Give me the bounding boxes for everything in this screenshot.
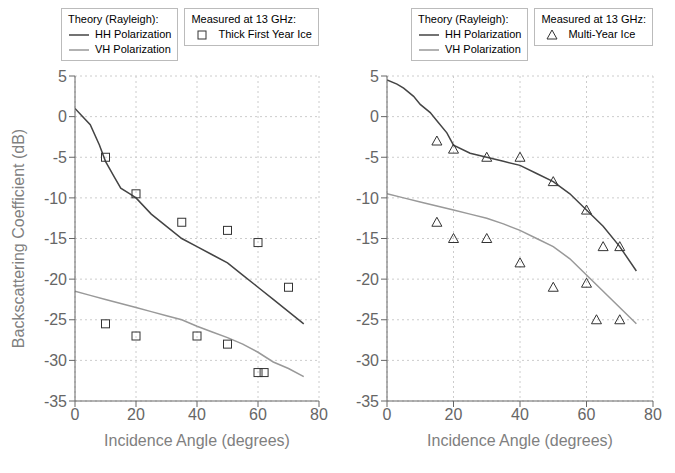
svg-text:-20: -20 [44,271,67,288]
html-text:Thick First Year Ice: Thick First Year Ice [218,28,312,40]
svg-text:-30: -30 [44,352,67,369]
svg-text:20: 20 [127,406,145,423]
html-text:HH Polarization: HH Polarization [445,28,522,40]
html-text:Theory (Rayleigh):: Theory (Rayleigh): [418,13,509,25]
svg-text:-15: -15 [356,230,379,247]
svg-text:80: 80 [644,406,662,423]
html-text:Multi-Year Ice: Multi-Year Ice [568,28,636,40]
html-text:VH Polarization: VH Polarization [95,43,171,55]
svg-text:5: 5 [370,68,379,85]
svg-text:-5: -5 [53,149,67,166]
html-text:Theory (Rayleigh):: Theory (Rayleigh): [68,13,159,25]
svg-text:60: 60 [249,406,267,423]
html-text:HH Polarization: HH Polarization [95,28,172,40]
svg-text:-30: -30 [356,352,379,369]
svg-text:0: 0 [383,406,392,423]
svg-text:5: 5 [58,68,67,85]
svg-text:-5: -5 [365,149,379,166]
svg-text:20: 20 [445,406,463,423]
svg-text:-20: -20 [356,271,379,288]
svg-text:-25: -25 [44,311,67,328]
svg-text:0: 0 [58,108,67,125]
svg-text:-15: -15 [44,230,67,247]
svg-text:40: 40 [188,406,206,423]
html-text:Measured at 13 GHz:: Measured at 13 GHz: [191,13,296,25]
svg-text:-35: -35 [356,393,379,410]
svg-text:80: 80 [310,406,328,423]
html-text:VH Polarization: VH Polarization [445,43,521,55]
svg-text:-10: -10 [44,190,67,207]
html-text:Measured at 13 GHz:: Measured at 13 GHz: [541,13,646,25]
svg-text:40: 40 [511,406,529,423]
svg-text:-35: -35 [44,393,67,410]
svg-text:Backscattering Coefficient (dB: Backscattering Coefficient (dB) [10,129,27,348]
svg-text:0: 0 [71,406,80,423]
svg-text:Incidence Angle (degrees): Incidence Angle (degrees) [427,432,613,449]
svg-text:-10: -10 [356,190,379,207]
svg-text:Incidence Angle (degrees): Incidence Angle (degrees) [104,432,290,449]
svg-text:-25: -25 [356,311,379,328]
svg-text:60: 60 [578,406,596,423]
svg-text:0: 0 [370,108,379,125]
